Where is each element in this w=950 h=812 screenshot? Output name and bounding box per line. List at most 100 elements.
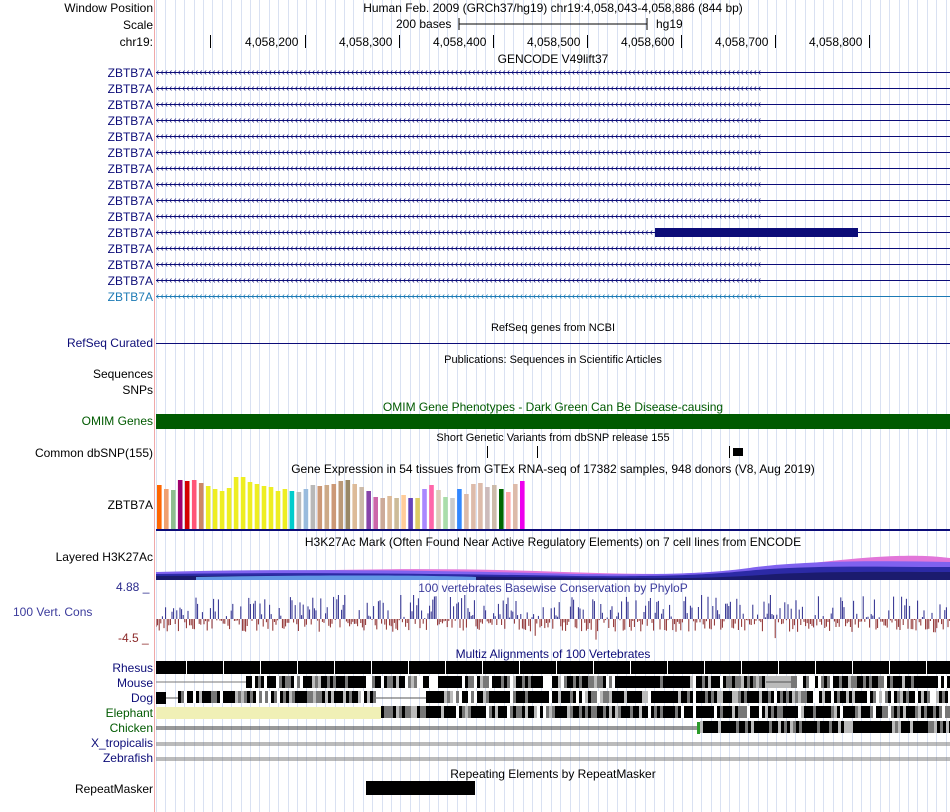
gtex-tissue-bar[interactable] xyxy=(457,489,462,529)
multiz-species-label[interactable]: Dog xyxy=(130,691,153,705)
gtex-tissue-bar[interactable] xyxy=(513,484,518,529)
gtex-tissue-bar[interactable] xyxy=(352,484,357,529)
gencode-transcript[interactable]: ‹‹‹‹‹‹‹‹‹‹‹‹‹‹‹‹‹‹‹‹‹‹‹‹‹‹‹‹‹‹‹‹‹‹‹‹‹‹‹‹… xyxy=(156,259,950,271)
gtex-tissue-bar[interactable] xyxy=(338,481,344,529)
gtex-tissue-bar[interactable] xyxy=(366,491,371,529)
multiz-species-label[interactable]: X_tropicalis xyxy=(90,736,153,750)
gtex-tissue-bar[interactable] xyxy=(177,480,183,529)
gtex-tissue-bar[interactable] xyxy=(198,483,204,529)
multiz-species-label[interactable]: Rhesus xyxy=(112,661,153,675)
gtex-tissue-bar[interactable] xyxy=(240,477,246,529)
gtex-tissue-bar[interactable] xyxy=(171,490,176,529)
gtex-tissue-bar[interactable] xyxy=(415,498,420,529)
gtex-bar-chart[interactable] xyxy=(156,476,536,530)
multiz-alignment-blocks[interactable] xyxy=(156,660,950,768)
gtex-tissue-bar[interactable] xyxy=(471,484,476,529)
omim-feature[interactable] xyxy=(156,414,950,429)
gencode-gene-label[interactable]: ZBTB7A xyxy=(107,146,153,160)
gtex-tissue-bar[interactable] xyxy=(520,481,525,529)
gencode-transcript[interactable]: ‹‹‹‹‹‹‹‹‹‹‹‹‹‹‹‹‹‹‹‹‹‹‹‹‹‹‹‹‹‹‹‹‹‹‹‹‹‹‹‹… xyxy=(156,67,950,79)
gtex-tissue-bar[interactable] xyxy=(387,496,392,529)
gtex-tissue-bar[interactable] xyxy=(310,485,316,529)
gtex-tissue-bar[interactable] xyxy=(191,480,197,529)
gtex-tissue-bar[interactable] xyxy=(464,494,469,529)
repeatmasker-label[interactable]: RepeatMasker xyxy=(74,782,153,796)
gtex-tissue-bar[interactable] xyxy=(373,497,378,529)
refseq-label[interactable]: RefSeq Curated xyxy=(66,336,153,350)
gencode-transcript[interactable]: ‹‹‹‹‹‹‹‹‹‹‹‹‹‹‹‹‹‹‹‹‹‹‹‹‹‹‹‹‹‹‹‹‹‹‹‹‹‹‹‹… xyxy=(156,83,950,95)
gencode-gene-label[interactable]: ZBTB7A xyxy=(107,210,153,224)
gtex-tissue-bar[interactable] xyxy=(485,487,490,529)
gencode-transcript[interactable]: ‹‹‹‹‹‹‹‹‹‹‹‹‹‹‹‹‹‹‹‹‹‹‹‹‹‹‹‹‹‹‹‹‹‹‹‹‹‹‹‹… xyxy=(156,211,950,223)
gencode-transcript[interactable]: ‹‹‹‹‹‹‹‹‹‹‹‹‹‹‹‹‹‹‹‹‹‹‹‹‹‹‹‹‹‹‹‹‹‹‹‹‹‹‹‹… xyxy=(156,243,950,255)
gtex-tissue-bar[interactable] xyxy=(164,489,169,529)
gencode-transcript[interactable]: ‹‹‹‹‹‹‹‹‹‹‹‹‹‹‹‹‹‹‹‹‹‹‹‹‹‹‹‹‹‹‹‹‹‹‹‹‹‹‹‹… xyxy=(156,291,950,303)
gencode-transcript[interactable]: ‹‹‹‹‹‹‹‹‹‹‹‹‹‹‹‹‹‹‹‹‹‹‹‹‹‹‹‹‹‹‹‹‹‹‹‹‹‹‹‹… xyxy=(156,99,950,111)
snp-marker[interactable] xyxy=(729,446,730,458)
refseq-feature[interactable] xyxy=(156,343,950,344)
gtex-label[interactable]: ZBTB7A xyxy=(107,498,153,512)
snp-marker[interactable] xyxy=(537,446,538,458)
publications-sequences-label[interactable]: Sequences xyxy=(92,367,153,381)
gencode-transcript[interactable]: ‹‹‹‹‹‹‹‹‹‹‹‹‹‹‹‹‹‹‹‹‹‹‹‹‹‹‹‹‹‹‹‹‹‹‹‹‹‹‹‹… xyxy=(156,131,950,143)
gencode-gene-label[interactable]: ZBTB7A xyxy=(107,194,153,208)
gencode-gene-label[interactable]: ZBTB7A xyxy=(107,130,153,144)
gencode-gene-label[interactable]: ZBTB7A xyxy=(107,274,153,288)
gencode-transcript[interactable]: ‹‹‹‹‹‹‹‹‹‹‹‹‹‹‹‹‹‹‹‹‹‹‹‹‹‹‹‹‹‹‹‹‹‹‹‹‹‹‹‹… xyxy=(156,195,950,207)
multiz-species-label[interactable]: Elephant xyxy=(105,706,153,720)
gtex-tissue-bar[interactable] xyxy=(526,492,532,529)
gtex-tissue-bar[interactable] xyxy=(401,495,406,529)
gencode-transcript[interactable]: ‹‹‹‹‹‹‹‹‹‹‹‹‹‹‹‹‹‹‹‹‹‹‹‹‹‹‹‹‹‹‹‹‹‹‹‹‹‹‹‹… xyxy=(156,163,950,175)
h3k27ac-label[interactable]: Layered H3K27Ac xyxy=(55,550,153,564)
gencode-gene-label[interactable]: ZBTB7A xyxy=(107,66,153,80)
gtex-tissue-bar[interactable] xyxy=(219,491,225,529)
dbsnp-label[interactable]: Common dbSNP(155) xyxy=(34,446,153,460)
phylop-label[interactable]: 100 Vert. Cons xyxy=(13,605,93,619)
gtex-tissue-bar[interactable] xyxy=(345,480,351,529)
gtex-tissue-bar[interactable] xyxy=(282,489,288,529)
gtex-tissue-bar[interactable] xyxy=(184,481,190,529)
h3k27ac-signal[interactable] xyxy=(156,550,950,580)
gtex-tissue-bar[interactable] xyxy=(205,486,211,529)
gencode-gene-label[interactable]: ZBTB7A xyxy=(107,82,153,96)
multiz-species-label[interactable]: Chicken xyxy=(109,721,153,735)
gtex-tissue-bar[interactable] xyxy=(261,486,267,529)
gencode-transcript[interactable]: ‹‹‹‹‹‹‹‹‹‹‹‹‹‹‹‹‹‹‹‹‹‹‹‹‹‹‹‹‹‹‹‹‹‹‹‹‹‹‹‹… xyxy=(156,275,950,287)
gtex-tissue-bar[interactable] xyxy=(499,489,504,529)
gtex-tissue-bar[interactable] xyxy=(254,484,260,529)
gtex-tissue-bar[interactable] xyxy=(443,497,448,529)
gencode-transcript[interactable]: ‹‹‹‹‹‹‹‹‹‹‹‹‹‹‹‹‹‹‹‹‹‹‹‹‹‹‹‹‹‹‹‹‹‹‹‹‹‹‹‹… xyxy=(156,227,950,239)
exon-block[interactable] xyxy=(655,228,858,237)
gtex-tissue-bar[interactable] xyxy=(380,498,385,529)
gtex-tissue-bar[interactable] xyxy=(359,487,364,529)
gtex-tissue-bar[interactable] xyxy=(247,482,253,529)
gencode-transcript[interactable]: ‹‹‹‹‹‹‹‹‹‹‹‹‹‹‹‹‹‹‹‹‹‹‹‹‹‹‹‹‹‹‹‹‹‹‹‹‹‹‹‹… xyxy=(156,179,950,191)
gtex-tissue-bar[interactable] xyxy=(303,489,309,529)
gtex-tissue-bar[interactable] xyxy=(296,492,302,529)
gtex-tissue-bar[interactable] xyxy=(394,498,399,529)
gtex-tissue-bar[interactable] xyxy=(226,488,232,529)
gtex-tissue-bar[interactable] xyxy=(324,485,330,529)
gencode-gene-label[interactable]: ZBTB7A xyxy=(107,226,153,240)
multiz-species-label[interactable]: Mouse xyxy=(116,676,153,690)
gencode-gene-label[interactable]: ZBTB7A xyxy=(107,290,153,304)
gencode-gene-label[interactable]: ZBTB7A xyxy=(107,178,153,192)
gtex-tissue-bar[interactable] xyxy=(429,485,434,529)
gencode-gene-label[interactable]: ZBTB7A xyxy=(107,98,153,112)
gtex-tissue-bar[interactable] xyxy=(506,492,511,529)
phylop-conservation-plot[interactable] xyxy=(156,594,950,646)
gtex-tissue-bar[interactable] xyxy=(233,477,239,529)
multiz-species-label[interactable]: Zebrafish xyxy=(102,751,153,765)
gtex-tissue-bar[interactable] xyxy=(157,485,162,529)
gtex-tissue-bar[interactable] xyxy=(317,486,323,529)
gtex-tissue-bar[interactable] xyxy=(268,487,274,529)
gtex-tissue-bar[interactable] xyxy=(331,484,337,529)
gtex-tissue-bar[interactable] xyxy=(450,498,455,529)
gtex-tissue-bar[interactable] xyxy=(212,489,218,529)
gencode-gene-label[interactable]: ZBTB7A xyxy=(107,162,153,176)
snp-marker[interactable] xyxy=(733,448,743,456)
gencode-gene-label[interactable]: ZBTB7A xyxy=(107,114,153,128)
gtex-tissue-bar[interactable] xyxy=(408,498,413,529)
gtex-tissue-bar[interactable] xyxy=(492,485,497,529)
snp-marker[interactable] xyxy=(487,446,488,458)
